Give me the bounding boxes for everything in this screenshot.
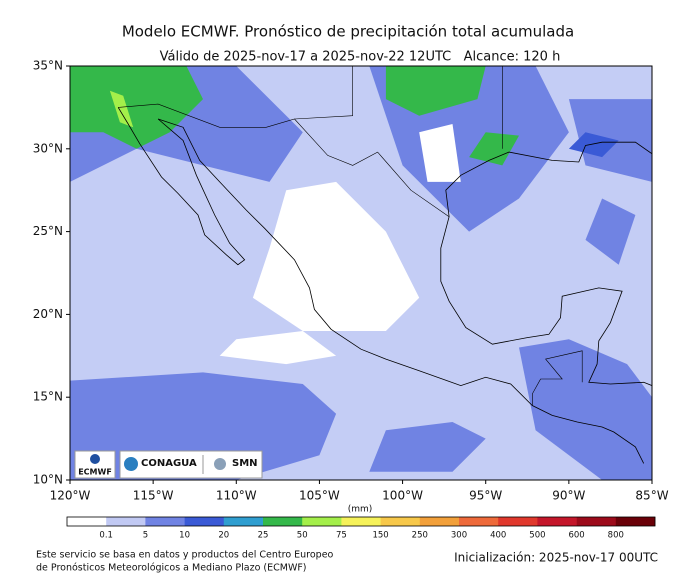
map [70, 66, 652, 480]
precip-area [385, 66, 486, 116]
colorbar-swatch [302, 517, 342, 526]
precip-area [109, 90, 134, 128]
border [118, 103, 450, 217]
colorbar-swatch [341, 517, 381, 526]
logo-icon [214, 458, 226, 470]
colorbar-swatch [576, 517, 617, 526]
map-frame [69, 65, 653, 481]
lon-label: 120°W [50, 489, 91, 503]
lat-label: 35°N [33, 59, 63, 73]
colorbar-tick-label: 500 [529, 531, 545, 541]
lon-label: 115°W [133, 489, 174, 503]
colorbar-tick-label: 75 [336, 531, 347, 541]
coastline [117, 107, 246, 266]
colorbar-swatch [537, 517, 577, 526]
logo-icon [124, 457, 138, 471]
colorbar-swatch [223, 517, 264, 526]
init-time: Inicialización: 2025-nov-17 00UTC [454, 551, 658, 565]
precip-area [585, 198, 636, 265]
lat-label: 15°N [33, 390, 63, 404]
lon-label: 110°W [216, 489, 257, 503]
colorbar-swatch [106, 517, 146, 526]
source-note: de Pronósticos Meteorológicos a Mediano … [36, 563, 307, 574]
lon-label: 100°W [382, 489, 423, 503]
border [294, 66, 354, 120]
precip-area [519, 339, 652, 480]
logo-text: ECMWF [78, 468, 112, 477]
border [531, 350, 583, 406]
precip-area [219, 331, 337, 365]
precip-area [419, 124, 461, 182]
colorbar-swatch [67, 517, 107, 526]
colorbar-swatch [184, 517, 225, 526]
precip-area [70, 66, 203, 149]
lon-label: 90°W [552, 489, 585, 503]
lon-label: 105°W [299, 489, 340, 503]
colorbar-swatch [615, 517, 656, 526]
colorbar-swatch [419, 517, 460, 526]
lat-label: 25°N [33, 224, 63, 238]
coastline [157, 118, 645, 464]
precip-area [252, 181, 420, 331]
colorbar-tick-label: 25 [258, 531, 269, 541]
logo-text: SMN [232, 458, 258, 469]
colorbar-tick-label: 150 [372, 531, 388, 541]
colorbar-swatch [459, 517, 499, 526]
lat-label: 30°N [33, 141, 63, 155]
precip-area [469, 132, 519, 166]
coastline [440, 141, 652, 386]
lat-label: 20°N [33, 307, 63, 321]
lon-label: 85°W [635, 489, 668, 503]
colorbar-swatch [263, 517, 303, 526]
logo-icon [90, 454, 100, 464]
source-note: Este servicio se basa en datos y product… [36, 550, 334, 561]
colorbar-tick-label: 800 [608, 531, 624, 541]
colorbar-tick-label: 5 [143, 531, 148, 541]
colorbar-frame [66, 516, 656, 527]
colorbar-tick-label: 10 [179, 531, 190, 541]
precip-area [568, 132, 619, 158]
colorbar-tick-label: 600 [568, 531, 584, 541]
colorbar-swatch [145, 517, 185, 526]
colorbar: 0.1 5 10 20 25 50 75 150 250 300 400 500 600 800 [66, 516, 656, 541]
colorbar-tick-label: 400 [490, 531, 506, 541]
logo-box [119, 450, 263, 479]
colorbar-unit: (mm) [348, 505, 373, 515]
colorbar-tick-label: 0.1 [99, 531, 113, 541]
lon-label: 95°W [469, 489, 502, 503]
colorbar-tick-label: 300 [451, 531, 467, 541]
colorbar-tick-label: 250 [412, 531, 428, 541]
subtitle: Válido de 2025-nov-17 a 2025-nov-22 12UT… [160, 50, 561, 65]
title: Modelo ECMWF. Pronóstico de precipitació… [122, 23, 574, 41]
logo-ecmwf: ECMWF [74, 450, 116, 479]
logo-conagua-smn: CONAGUA SMN [119, 450, 263, 479]
logo-text: CONAGUA [141, 458, 197, 469]
precip-area [369, 422, 486, 472]
colorbar-swatch [498, 517, 538, 526]
colorbar-swatch [380, 517, 421, 526]
lat-label: 10°N [33, 473, 63, 487]
colorbar-tick-label: 50 [297, 531, 308, 541]
colorbar-tick-label: 20 [218, 531, 229, 541]
